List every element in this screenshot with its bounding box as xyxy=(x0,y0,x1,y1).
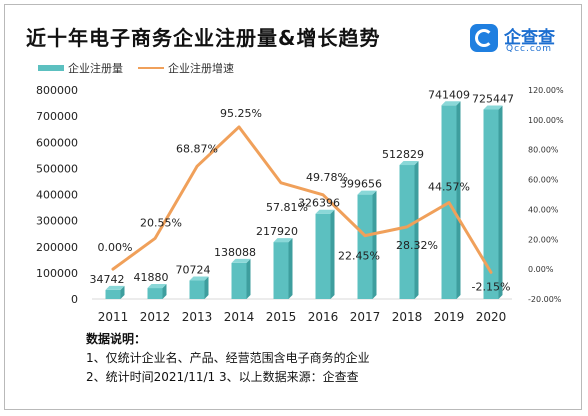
notes-line-2: 2、统计时间2021/11/1 3、以上数据来源：企查查 xyxy=(86,370,359,384)
growth-value-label: 95.25% xyxy=(220,107,262,120)
legend-bar-swatch xyxy=(38,65,64,71)
bar xyxy=(147,288,163,299)
legend-line-swatch xyxy=(138,67,164,69)
y-right-tick-label: 80.00% xyxy=(528,146,559,155)
notes-title: 数据说明： xyxy=(86,332,147,346)
bar-side xyxy=(162,284,167,299)
bar-top xyxy=(315,209,335,214)
growth-line xyxy=(111,125,493,274)
logo-name: 企查查 xyxy=(504,28,555,48)
x-tick-label: 2011 xyxy=(98,310,129,324)
x-tick-label: 2014 xyxy=(224,310,255,324)
bar-value-label: 512829 xyxy=(382,148,424,161)
x-tick-label: 2017 xyxy=(350,310,381,324)
data-notes: 数据说明： 1、仅统计企业名、产品、经营范围含电子商务的企业 2、统计时间202… xyxy=(86,330,370,387)
y-left-tick-label: 700000 xyxy=(36,110,78,123)
logo-subtitle: Qcc.com xyxy=(506,44,553,54)
bar-top xyxy=(273,238,293,243)
y-left-tick-label: 800000 xyxy=(36,84,78,97)
y-left-tick-label: 500000 xyxy=(36,162,78,175)
bar-side xyxy=(414,161,419,299)
y-right-tick-label: 20.00% xyxy=(528,235,559,244)
y-right-tick-label: 100.00% xyxy=(528,116,564,125)
y-left-tick-label: 200000 xyxy=(36,241,78,254)
bar-top xyxy=(147,284,167,289)
bar-value-label: 326396 xyxy=(298,197,340,210)
bar-value-label: 217920 xyxy=(256,225,298,238)
bar-side xyxy=(288,238,293,299)
growth-value-label: -2.15% xyxy=(472,280,511,293)
growth-value-label: 20.55% xyxy=(140,216,182,229)
bar-side xyxy=(204,276,209,299)
x-tick-label: 2018 xyxy=(392,310,423,324)
bar xyxy=(273,242,289,299)
bar xyxy=(357,194,373,299)
growth-value-label: 28.32% xyxy=(396,239,438,252)
bar xyxy=(105,289,121,299)
chart-title: 近十年电子商务企业注册量&增长趋势 xyxy=(26,26,381,50)
x-tick-label: 2013 xyxy=(182,310,213,324)
y-left-tick-label: 600000 xyxy=(36,136,78,149)
growth-value-label: 49.78% xyxy=(306,171,348,184)
bar-top xyxy=(231,258,251,263)
bar-value-label: 741409 xyxy=(428,88,470,101)
bar-top xyxy=(441,101,461,106)
x-tick-label: 2019 xyxy=(434,310,465,324)
bar-top xyxy=(399,161,419,166)
x-tick-label: 2012 xyxy=(140,310,171,324)
legend-label-registrations: 企业注册量 xyxy=(68,62,123,75)
growth-value-label: 57.81% xyxy=(266,201,308,214)
bar-value-label: 399656 xyxy=(340,178,382,191)
bar xyxy=(315,213,331,299)
growth-value-label: 68.87% xyxy=(176,142,218,155)
legend-label-growth: 企业注册增速 xyxy=(168,62,234,75)
bar xyxy=(483,109,499,299)
bar-side xyxy=(372,190,377,299)
x-tick-label: 2020 xyxy=(476,310,507,324)
bar-side xyxy=(498,105,503,299)
y-right-tick-label: 60.00% xyxy=(528,176,559,185)
y-right-tick-label: 40.00% xyxy=(528,205,559,214)
y-right-tick-label: -20.00% xyxy=(528,295,562,304)
y-left-tick-label: 400000 xyxy=(36,189,78,202)
bar-side xyxy=(246,258,251,299)
bar-side xyxy=(120,285,125,299)
bar-top xyxy=(189,276,209,281)
y-left-tick-label: 100000 xyxy=(36,267,78,280)
bar-value-label: 70724 xyxy=(176,264,211,277)
bar-top xyxy=(357,190,377,195)
y-left-tick-label: 300000 xyxy=(36,215,78,228)
bar-top xyxy=(105,285,125,290)
bar-value-label: 725447 xyxy=(472,92,514,105)
bar-value-label: 41880 xyxy=(134,271,169,284)
x-tick-label: 2016 xyxy=(308,310,339,324)
growth-value-label: 44.57% xyxy=(428,181,470,194)
bar xyxy=(189,280,205,299)
notes-line-1: 1、仅统计企业名、产品、经营范围含电子商务的企业 xyxy=(86,351,370,365)
bar-side xyxy=(456,101,461,299)
bar-value-label: 138088 xyxy=(214,246,256,259)
bar xyxy=(231,262,247,299)
qichacha-logo-icon xyxy=(470,24,498,52)
y-right-tick-label: 120.00% xyxy=(528,86,564,95)
y-right-tick-label: 0.00% xyxy=(528,265,554,274)
growth-value-label: 22.45% xyxy=(338,250,380,263)
x-tick-label: 2015 xyxy=(266,310,297,324)
growth-value-label: 0.00% xyxy=(98,241,133,254)
bar xyxy=(399,165,415,299)
bar-value-label: 34742 xyxy=(90,273,125,286)
y-left-tick-label: 0 xyxy=(71,293,78,306)
bar-side xyxy=(330,209,335,299)
bar-top xyxy=(483,105,503,110)
qichacha-logo: 企查查 Qcc.com xyxy=(470,22,566,56)
